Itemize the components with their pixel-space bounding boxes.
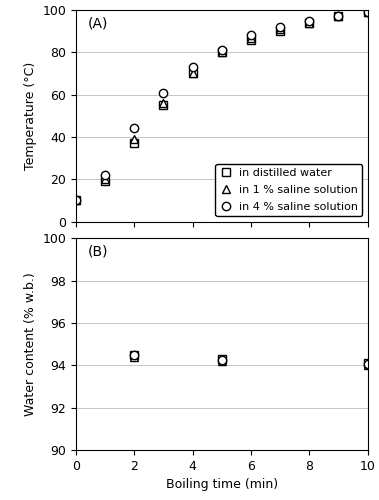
in 4 % saline solution: [365, 9, 370, 15]
in 1 % saline solution: [336, 14, 341, 20]
Text: (B): (B): [88, 245, 108, 259]
in 1 % saline solution: [307, 20, 312, 26]
Text: (A): (A): [88, 16, 108, 30]
in distilled water: [336, 14, 341, 20]
in distilled water: [161, 102, 166, 108]
in 4 % saline solution: [219, 47, 224, 53]
in 1 % saline solution: [249, 34, 253, 40]
Legend: in distilled water, in 1 % saline solution, in 4 % saline solution: in distilled water, in 1 % saline soluti…: [215, 164, 362, 216]
in distilled water: [307, 20, 312, 26]
in 1 % saline solution: [132, 136, 136, 142]
in 4 % saline solution: [103, 172, 107, 178]
in distilled water: [74, 198, 78, 203]
in 4 % saline solution: [190, 64, 195, 70]
Line: in distilled water: in distilled water: [72, 8, 372, 204]
in distilled water: [365, 9, 370, 15]
in 1 % saline solution: [219, 50, 224, 56]
in 1 % saline solution: [190, 70, 195, 76]
in 4 % saline solution: [307, 18, 312, 24]
in distilled water: [278, 28, 282, 34]
in distilled water: [219, 50, 224, 56]
in 4 % saline solution: [278, 24, 282, 30]
in 1 % saline solution: [74, 198, 78, 203]
Line: in 1 % saline solution: in 1 % saline solution: [72, 8, 372, 204]
in 4 % saline solution: [249, 32, 253, 38]
X-axis label: Boiling time (min): Boiling time (min): [166, 478, 278, 492]
in distilled water: [249, 36, 253, 43]
in 1 % saline solution: [365, 9, 370, 15]
in 1 % saline solution: [161, 100, 166, 106]
in 4 % saline solution: [132, 126, 136, 132]
in 4 % saline solution: [161, 90, 166, 96]
Y-axis label: Water content (% w.b.): Water content (% w.b.): [23, 272, 37, 416]
in 4 % saline solution: [336, 14, 341, 20]
in 1 % saline solution: [103, 176, 107, 182]
Line: in 4 % saline solution: in 4 % saline solution: [72, 8, 372, 204]
in distilled water: [103, 178, 107, 184]
Y-axis label: Temperature (°C): Temperature (°C): [23, 62, 37, 170]
in distilled water: [190, 70, 195, 76]
in 1 % saline solution: [278, 26, 282, 32]
in distilled water: [132, 140, 136, 146]
in 4 % saline solution: [74, 198, 78, 203]
